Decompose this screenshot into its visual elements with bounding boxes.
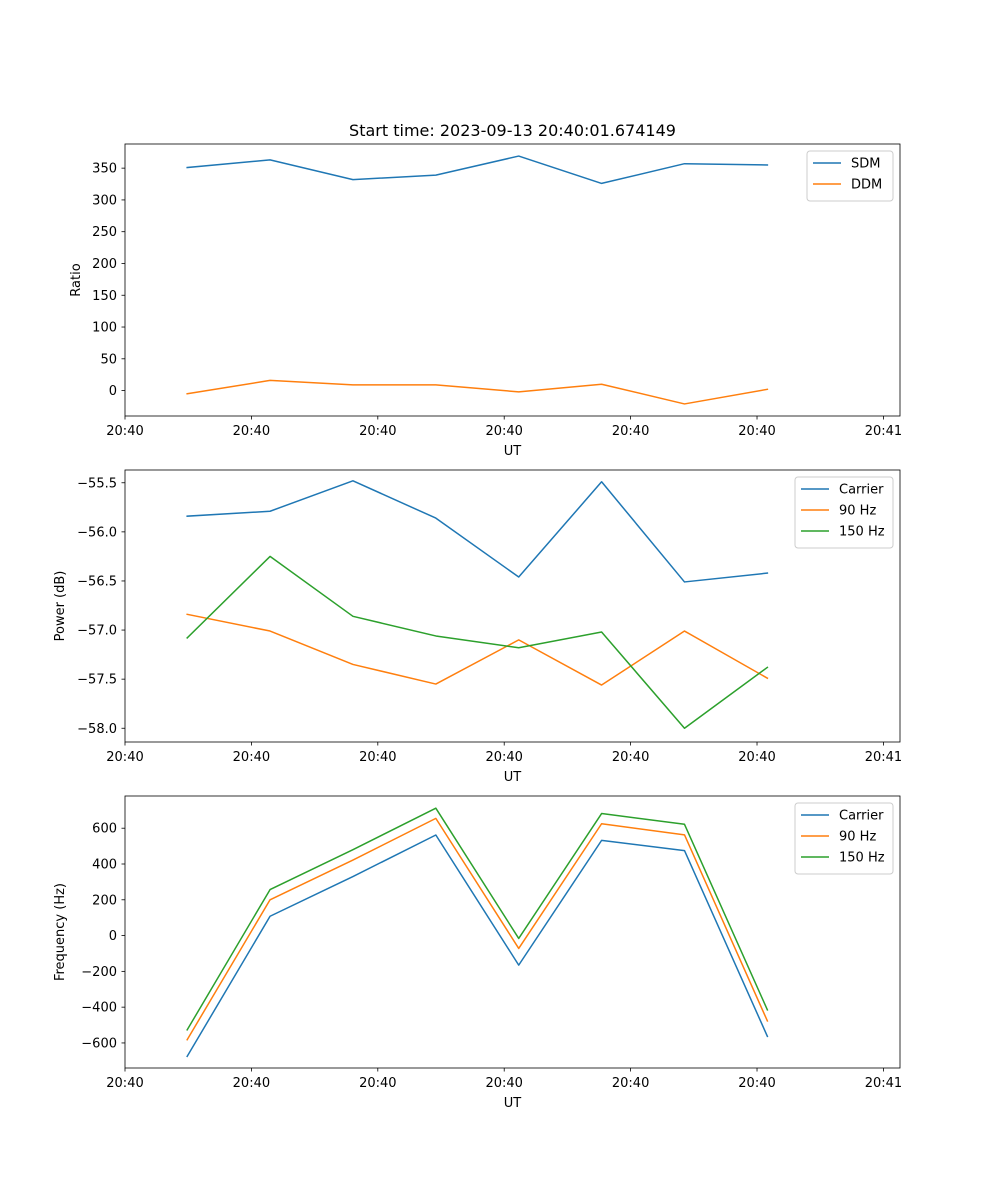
y-tick-label: 400 [92,858,117,873]
plot-area [125,796,900,1068]
x-axis-label: UT [504,770,522,785]
x-tick-label: 20:40 [106,750,143,765]
x-tick-label: 20:40 [738,1076,775,1091]
x-tick-label: 20:40 [233,1076,270,1091]
y-tick-label: 300 [92,193,117,208]
y-axis-label: Power (dB) [53,571,68,642]
panels: 20:40 20:40 20:40 20:40 20:40 20:40 20:41 0 50 10… [53,143,902,1111]
legend-label: 150 Hz [839,851,885,866]
y-axis-label: Frequency (Hz) [53,883,68,981]
axes-frame [124,795,901,1069]
axes-frame [124,143,901,417]
series-line-150-hz [186,807,769,1031]
y-axis-label: Ratio [69,263,84,296]
plot-area [125,470,900,742]
x-tick-label: 20:40 [738,424,775,439]
y-tick-label: 200 [92,893,117,908]
x-tick-label: 20:40 [233,750,270,765]
x-tick-label: 20:41 [865,1076,902,1091]
series-line-sdm [186,155,769,185]
y-tick-label: 150 [92,289,117,304]
series-line-90-hz [186,817,769,1041]
x-axis-label: UT [504,444,522,459]
y-tick-label: −200 [81,965,117,980]
y-tick-label: 600 [92,822,117,837]
y-tick-label: 0 [109,929,117,944]
legend-label: SDM [851,157,880,172]
x-tick-label: 20:40 [485,1076,522,1091]
legend-label: 90 Hz [839,830,876,845]
y-tick-label: −400 [81,1001,117,1016]
x-tick-label: 20:41 [865,424,902,439]
series-line-carrier [186,480,769,583]
y-tick-label: −56.0 [77,525,117,540]
y-tick-label: −58.0 [77,722,117,737]
series-line-90-hz [186,613,769,686]
y-tick-label: 350 [92,162,117,177]
chart-panel-3: 20:40 20:40 20:40 20:40 20:40 20:40 20:41 −600 −… [53,795,902,1111]
y-tick-label: 200 [92,257,117,272]
legend-label: Carrier [839,809,884,824]
y-tick-label: −57.5 [77,673,117,688]
x-tick-label: 20:40 [106,424,143,439]
x-axis-label: UT [504,1096,522,1111]
x-tick-label: 20:41 [865,750,902,765]
legend: Carrier 90 Hz 150 Hz [794,476,894,549]
y-tick-label: 50 [100,352,117,367]
chart-title: Start time: 2023-09-13 20:40:01.674149 [349,121,676,140]
legend-label: Carrier [839,483,884,498]
x-tick-label: 20:40 [485,424,522,439]
legend: Carrier 90 Hz 150 Hz [794,802,894,875]
y-tick-label: −56.5 [77,574,117,589]
chart-panel-1: 20:40 20:40 20:40 20:40 20:40 20:40 20:41 0 50 10… [69,143,902,459]
series-line-ddm [186,379,769,405]
legend-label: 150 Hz [839,525,885,540]
x-tick-label: 20:40 [359,424,396,439]
y-tick-label: −57.0 [77,624,117,639]
x-tick-label: 20:40 [612,1076,649,1091]
series-line-150-hz [186,555,769,729]
legend-label: DDM [851,178,882,193]
x-tick-label: 20:40 [485,750,522,765]
y-tick-label: 100 [92,321,117,336]
y-tick-label: 0 [109,384,117,399]
legend-label: 90 Hz [839,504,876,519]
x-tick-label: 20:40 [106,1076,143,1091]
y-tick-label: 250 [92,225,117,240]
x-tick-label: 20:40 [359,750,396,765]
x-tick-label: 20:40 [738,750,775,765]
x-tick-label: 20:40 [233,424,270,439]
axes-frame [124,469,901,743]
chart-panel-2: 20:40 20:40 20:40 20:40 20:40 20:40 20:41 −58.0… [53,469,902,785]
x-tick-label: 20:40 [612,750,649,765]
x-tick-label: 20:40 [612,424,649,439]
plot-area [125,144,900,416]
x-tick-label: 20:40 [359,1076,396,1091]
series-line-carrier [186,834,769,1058]
y-tick-label: −55.5 [77,476,117,491]
y-tick-label: −600 [81,1036,117,1051]
legend: SDM DDM [806,150,894,202]
